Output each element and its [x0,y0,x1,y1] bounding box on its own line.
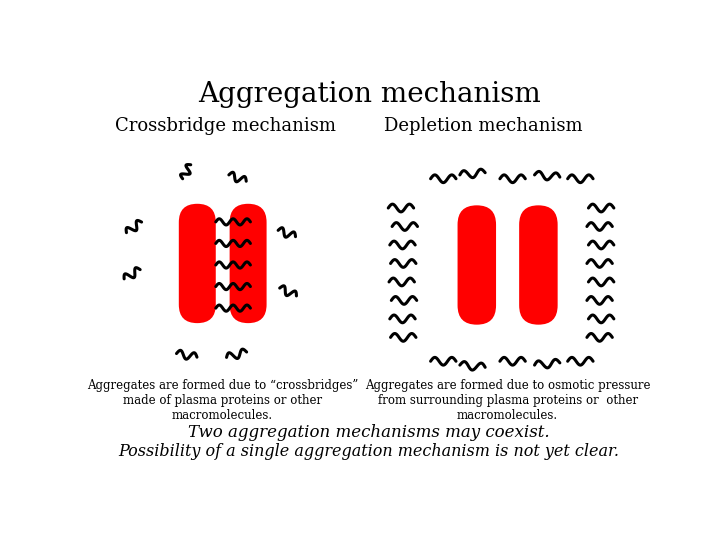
Text: Crossbridge mechanism: Crossbridge mechanism [115,117,336,136]
Text: Two aggregation mechanisms may coexist.: Two aggregation mechanisms may coexist. [188,424,550,441]
FancyBboxPatch shape [457,205,496,325]
FancyBboxPatch shape [519,205,558,325]
Text: Aggregates are formed due to osmotic pressure
from surrounding plasma proteins o: Aggregates are formed due to osmotic pre… [365,379,650,422]
Text: Possibility of a single aggregation mechanism is not yet clear.: Possibility of a single aggregation mech… [119,443,619,460]
Text: Aggregates are formed due to “crossbridges”
made of plasma proteins or other
mac: Aggregates are formed due to “crossbridg… [87,379,359,422]
FancyBboxPatch shape [179,204,216,323]
Text: Aggregation mechanism: Aggregation mechanism [197,80,541,107]
FancyBboxPatch shape [230,204,266,323]
Text: Depletion mechanism: Depletion mechanism [384,117,583,136]
